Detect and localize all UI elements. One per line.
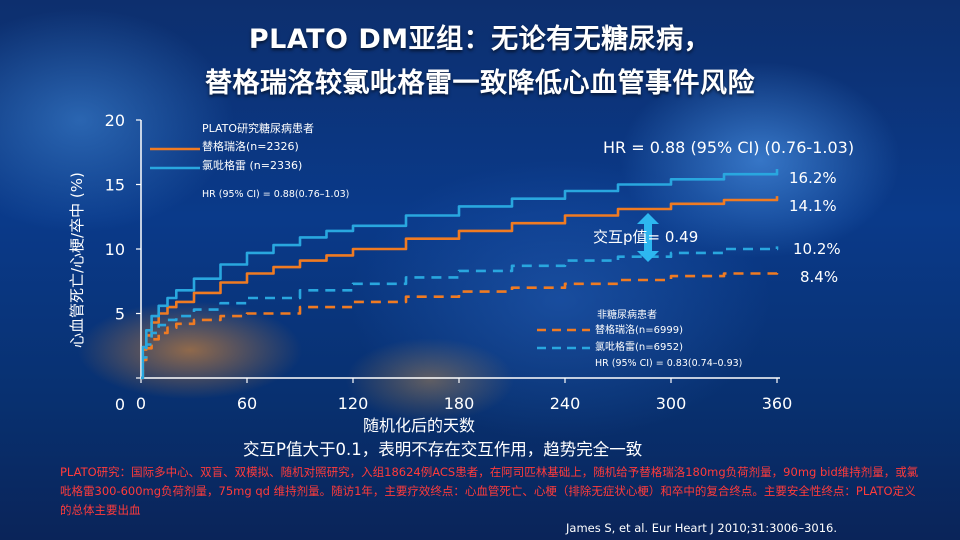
x-tick-label: 180 bbox=[444, 394, 475, 413]
x-tick-label: 0 bbox=[136, 394, 146, 413]
x-tick-label: 120 bbox=[338, 394, 369, 413]
series-line-1 bbox=[141, 196, 779, 380]
legend-bottom-heading: 非糖尿病患者 bbox=[597, 308, 657, 321]
y-tick-label: 0 bbox=[115, 395, 125, 414]
legend-top-hr: HR (95% CI) = 0.88(0.76–1.03) bbox=[202, 189, 349, 200]
x-tick-label: 240 bbox=[550, 394, 581, 413]
legend-top-ticagrelor: 替格瑞洛(n=2326) bbox=[202, 139, 299, 153]
y-tick-label: 5 bbox=[115, 305, 125, 324]
study-description: PLATO研究：国际多中心、双盲、双模拟、随机对照研究，入组18624例ACS患… bbox=[60, 465, 919, 517]
x-tick-label: 60 bbox=[237, 394, 257, 413]
legend-bottom-hr: HR (95% CI) = 0.83(0.74–0.93) bbox=[595, 358, 742, 369]
series-line-3 bbox=[141, 269, 779, 380]
arrow-shaft bbox=[644, 224, 652, 252]
end-label-clopidogrel-dm: 16.2% bbox=[789, 169, 837, 187]
reference-citation: James S, et al. Eur Heart J 2010;31:3006… bbox=[566, 521, 838, 535]
x-tick-label: 300 bbox=[656, 394, 687, 413]
y-tick-label: 20 bbox=[105, 111, 125, 130]
series-line-2 bbox=[141, 169, 779, 380]
arrow-down-icon bbox=[637, 251, 659, 262]
end-label-clopidogrel-nondm: 10.2% bbox=[793, 240, 841, 258]
legend-bottom-clopidogrel: 氯吡格雷(n=6952) bbox=[595, 340, 683, 353]
series-line-4 bbox=[141, 246, 779, 380]
slide-title-line2: 替格瑞洛较氯吡格雷一致降低心血管事件风险 bbox=[205, 68, 755, 99]
legend-top-heading: PLATO研究糖尿病患者 bbox=[202, 121, 314, 135]
y-tick-label: 15 bbox=[105, 176, 125, 195]
end-label-ticagrelor-nondm: 8.4% bbox=[800, 268, 838, 286]
arrow-up-icon bbox=[637, 213, 659, 224]
end-label-ticagrelor-dm: 14.1% bbox=[789, 197, 837, 215]
legend-top-clopidogrel: 氯吡格雷 (n=2336) bbox=[202, 158, 302, 172]
slide-title-line1: PLATO DM亚组：无论有无糖尿病， bbox=[248, 24, 712, 55]
x-tick-label: 360 bbox=[762, 394, 793, 413]
y-tick-label: 10 bbox=[105, 240, 125, 259]
conclusion-subtitle: 交互P值大于0.1，表明不存在交互作用，趋势完全一致 bbox=[243, 440, 643, 459]
hr-annotation: HR = 0.88 (95% CI) (0.76-1.03) bbox=[603, 138, 854, 157]
x-axis-label: 随机化后的天数 bbox=[363, 416, 475, 435]
y-axis-label: 心血管死亡/心梗/卒中 (%) bbox=[68, 172, 86, 348]
legend-bottom-ticagrelor: 替格瑞洛(n=6999) bbox=[595, 323, 683, 336]
interaction-p-value: 交互p值= 0.49 bbox=[593, 228, 698, 246]
